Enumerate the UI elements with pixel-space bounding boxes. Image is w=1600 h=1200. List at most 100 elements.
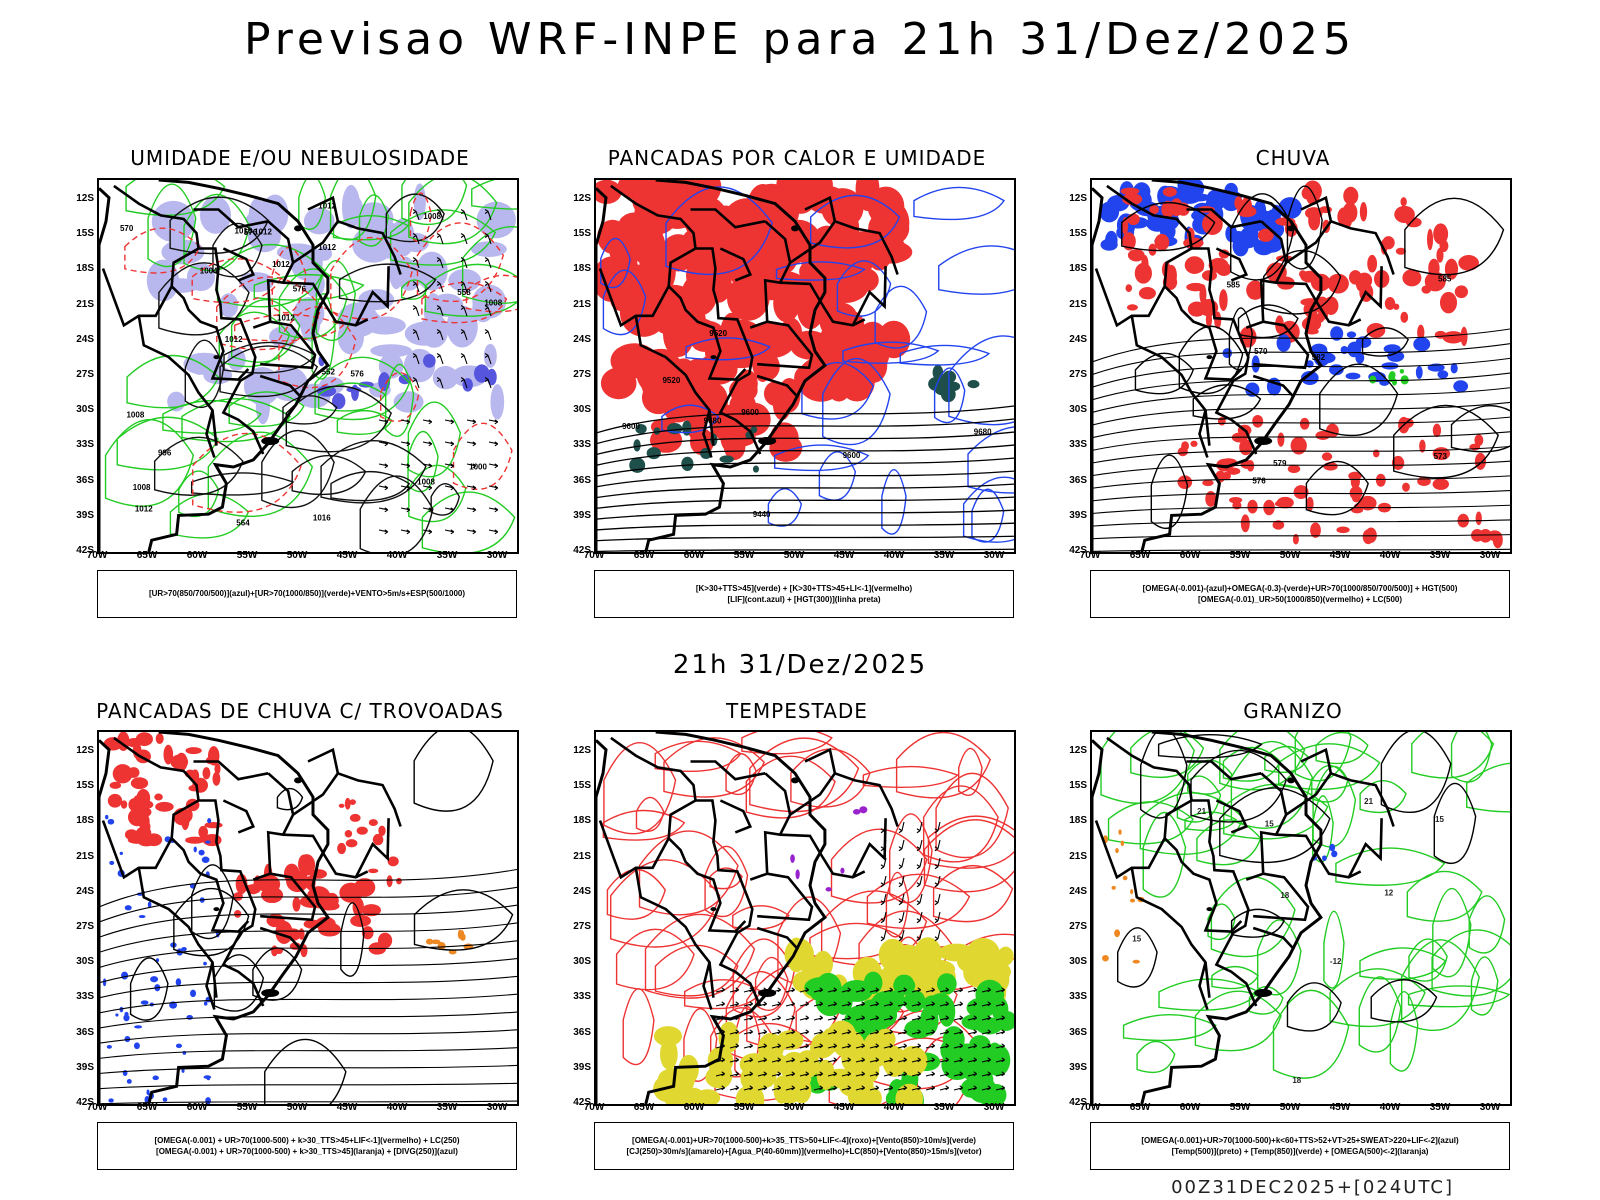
- temp500-contours: [1117, 732, 1477, 1032]
- country-state-border: [719, 247, 753, 282]
- contour-label: 9680: [974, 428, 992, 437]
- country-state-border: [1347, 266, 1383, 326]
- contour-label: 9680: [704, 416, 722, 425]
- forecast-map: 9680 9600 9520 9600 9520 9440 9600 9680: [594, 178, 1016, 554]
- latitude-label: 18S: [573, 263, 591, 275]
- lc250-streamlines: [99, 868, 517, 1104]
- contour-label: 9600: [843, 451, 861, 460]
- country-state-border: [137, 867, 218, 998]
- latitude-label: 24S: [1069, 333, 1087, 345]
- latitude-label: 18S: [76, 815, 94, 827]
- latitude-label: 42S: [1069, 545, 1087, 556]
- country-state-border: [780, 833, 866, 879]
- contour-label: 576: [293, 284, 307, 293]
- map-canvas: [99, 732, 517, 1104]
- longitude-label: 40W: [883, 550, 905, 561]
- contour-label: 1016: [313, 514, 331, 523]
- latitude-label: 18S: [573, 815, 591, 827]
- country-state-border: [851, 266, 887, 326]
- latitude-label: 42S: [76, 1097, 94, 1108]
- contour-label: 570: [1254, 347, 1268, 356]
- coastline: [1140, 180, 1323, 552]
- country-state-border: [1106, 736, 1258, 1007]
- lake-mark: [1206, 907, 1213, 912]
- longitude-label: 35W: [436, 1102, 458, 1113]
- panel-legend: [OMEGA(-0.001)-(azul)+OMEGA(-0.3)-(verde…: [1090, 570, 1510, 618]
- instability-red-fill-south: [641, 377, 803, 462]
- storm-orange-fill: [425, 929, 474, 955]
- coastline-borders: [1092, 180, 1395, 552]
- longitude-label: 30W: [1479, 550, 1501, 561]
- longitude-label: 35W: [933, 1102, 955, 1113]
- longitude-label: 70W: [1079, 550, 1101, 561]
- legend-line: [LIF](cont.azul) + [HGT(300)](linha pret…: [727, 595, 881, 604]
- storm-red-fill: [103, 732, 223, 847]
- country-state-border: [337, 772, 402, 827]
- lake-mark: [791, 225, 800, 232]
- wind-vectors-north: [412, 209, 492, 389]
- panel-title: GRANIZO: [1243, 699, 1343, 723]
- longitude-label: 70W: [583, 1102, 605, 1113]
- forecast-map: 1016 1012 1012 1012 1012 1008 1008 1008 1012 1012…: [97, 178, 519, 554]
- country-state-border: [113, 736, 265, 1007]
- longitude-label: 55W: [1229, 550, 1251, 561]
- contour-label: 9440: [753, 510, 771, 519]
- country-state-border: [205, 409, 216, 458]
- contour-label: 1000: [469, 463, 487, 472]
- latitude-label: 15S: [573, 228, 591, 240]
- country-state-border: [1347, 818, 1383, 878]
- latitude-label: 36S: [1069, 474, 1087, 486]
- longitude-label: 50W: [1279, 1102, 1301, 1113]
- legend-line: [UR>70(850/700/500)](azul)+[UR>70(1000/8…: [148, 589, 466, 598]
- west-coastline: [596, 739, 608, 1104]
- country-state-border: [1215, 799, 1249, 834]
- latitude-label: 30S: [76, 404, 94, 416]
- contour-label: 1008: [126, 410, 144, 419]
- country-state-border: [137, 315, 218, 446]
- latitude-label: 39S: [76, 1061, 94, 1073]
- longitude-label: 70W: [86, 550, 108, 561]
- map-canvas: 15 18 21 15 12 -12 15 21 18: [1092, 732, 1510, 1104]
- wind-vectors: [378, 419, 499, 535]
- latitude-label: 27S: [573, 921, 591, 932]
- longitude-label: 45W: [336, 1102, 358, 1113]
- latitude-label: 30S: [1069, 956, 1087, 968]
- latitude-label: 27S: [76, 369, 94, 380]
- latitude-label: 21S: [573, 850, 591, 862]
- latitude-label: 33S: [76, 439, 94, 451]
- country-state-border: [283, 281, 369, 327]
- country-state-border: [1276, 281, 1362, 327]
- legend-line: [OMEGA(-0.001)+UR>70(1000-500)+k>35_TTS>…: [632, 1136, 976, 1145]
- map-canvas: 585 585 582 579 576 570 573: [1092, 180, 1510, 552]
- contour-label: 570: [120, 224, 134, 233]
- latitude-label: 42S: [573, 545, 591, 556]
- latitude-label: 21S: [1069, 298, 1087, 310]
- longitude-label: 70W: [86, 1102, 108, 1113]
- lake-mark: [758, 988, 777, 997]
- country-state-border: [780, 281, 866, 327]
- country-state-border: [259, 926, 302, 951]
- contour-label: 576: [1252, 477, 1266, 486]
- legend-line: [OMEGA(-0.001) + UR>70(1000-500) + k>30_…: [156, 1147, 458, 1156]
- country-state-border: [690, 208, 766, 229]
- latitude-label: 30S: [76, 956, 94, 968]
- longitude-label: 50W: [286, 1102, 308, 1113]
- legend-line: [OMEGA(-0.001) + UR>70(1000-500) + k>30_…: [154, 1136, 460, 1145]
- country-state-border: [1094, 247, 1193, 328]
- wind850-vectors: [715, 987, 1006, 1091]
- latitude-label: 21S: [1069, 850, 1087, 862]
- country-state-border: [702, 409, 713, 458]
- contour-label: 558: [457, 288, 471, 297]
- longitude-label: 50W: [783, 1102, 805, 1113]
- latitude-label: 24S: [76, 885, 94, 897]
- contour-label: 21: [1197, 807, 1206, 816]
- west-coastline: [596, 187, 608, 552]
- longitude-label: 30W: [486, 550, 508, 561]
- longitude-label: 55W: [1229, 1102, 1251, 1113]
- contour-label: 9520: [709, 329, 727, 338]
- contour-label: 996: [158, 448, 172, 457]
- longitude-label: 35W: [436, 550, 458, 561]
- panel-legend: [OMEGA(-0.001)+UR>70(1000-500)+k<60+TTS>…: [1090, 1122, 1510, 1170]
- country-state-border: [1330, 772, 1395, 827]
- contour-label: 9600: [622, 422, 640, 431]
